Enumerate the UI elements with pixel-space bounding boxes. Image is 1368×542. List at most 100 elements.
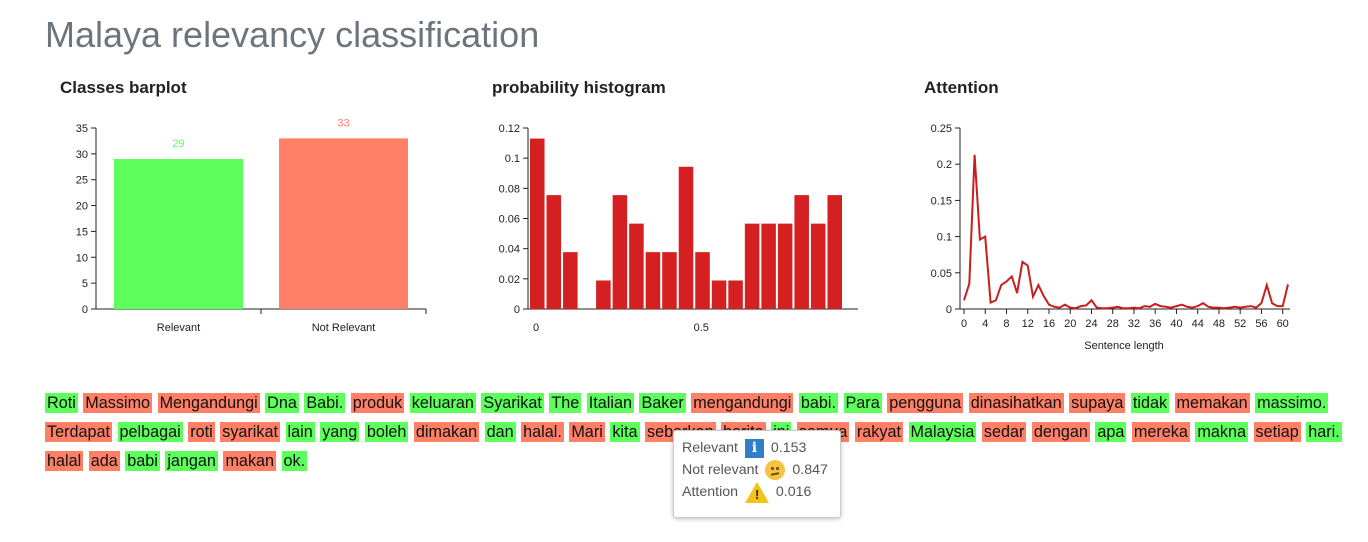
attention-title: Attention — [924, 78, 999, 97]
histogram-bar — [695, 252, 710, 309]
word-token[interactable]: The — [549, 393, 582, 413]
word-token[interactable]: rakyat — [854, 422, 903, 442]
tooltip-attention-label: Attention — [682, 484, 739, 501]
x-category-label: Relevant — [157, 322, 200, 334]
word-token[interactable]: Mari — [569, 422, 605, 442]
word-token[interactable]: Para — [843, 393, 882, 413]
tooltip-attention-value: 0.016 — [775, 484, 812, 501]
word-token[interactable]: makna — [1195, 422, 1248, 442]
tooltip-relevant-label: Relevant — [682, 440, 738, 457]
word-token[interactable]: Baker — [639, 393, 686, 413]
word-token[interactable]: pengguna — [887, 393, 964, 413]
word-token[interactable]: Mengandungi — [157, 393, 260, 413]
word-token[interactable]: kita — [610, 422, 640, 442]
x-tick-label: 16 — [1043, 318, 1055, 330]
x-tick-label: 56 — [1255, 318, 1267, 330]
attention-panel: Attention 0 0.05 0.1 0.15 0.2 0.25 0 4 8 12 16 20 24… — [910, 78, 1330, 368]
word-token[interactable]: lain — [285, 422, 315, 442]
x-tick-label: 0.5 — [694, 322, 709, 334]
barplot-title: Classes barplot — [60, 78, 187, 97]
word-token[interactable]: Babi. — [304, 393, 346, 413]
word-token[interactable]: sedar — [981, 422, 1027, 442]
word-token[interactable]: jangan — [165, 451, 218, 471]
y-tick-label: 20 — [76, 201, 88, 213]
histogram-bar — [596, 280, 611, 309]
histogram-bar — [777, 223, 793, 309]
x-tick-label: 12 — [1022, 318, 1034, 330]
word-token[interactable]: massimo. — [1255, 393, 1329, 413]
word-token[interactable]: babi. — [798, 393, 838, 413]
histogram-bar — [629, 223, 644, 309]
word-token[interactable]: dimakan — [413, 422, 480, 442]
classes-barplot-panel: Classes barplot 0 5 10 15 20 25 30 35 29 Relevant… — [46, 78, 466, 368]
bar — [114, 159, 243, 309]
x-tick-label: 0 — [533, 322, 539, 334]
word-token[interactable]: babi — [125, 451, 160, 471]
word-token[interactable]: Dna — [265, 393, 299, 413]
y-tick-label: 0 — [514, 304, 520, 316]
attention-chart: 00.050.10.150.20.250 4 8 12 16 20 24 28 32 36 40 44… — [931, 123, 1290, 352]
word-token[interactable]: dan — [484, 422, 516, 442]
word-token[interactable]: Massimo — [83, 393, 153, 413]
x-tick-label: 28 — [1107, 318, 1119, 330]
y-tick-label: 0.02 — [499, 274, 520, 286]
histogram-bar — [728, 280, 743, 309]
word-token[interactable]: boleh — [364, 422, 409, 442]
histogram-bar — [563, 252, 578, 309]
classes-barplot: 0 5 10 15 20 25 30 35 29 Relevant 33 Not Relevant — [76, 117, 427, 334]
y-tick-label: 10 — [76, 252, 88, 264]
confused-face-icon — [765, 460, 786, 481]
word-token[interactable]: Syarikat — [481, 393, 544, 413]
word-token[interactable]: apa — [1095, 422, 1127, 442]
word-token[interactable]: pelbagai — [117, 422, 183, 442]
word-token[interactable]: halal — [45, 451, 84, 471]
word-token[interactable]: mereka — [1131, 422, 1190, 442]
histogram-bar — [761, 223, 776, 309]
word-token[interactable]: memakan — [1174, 393, 1250, 413]
x-tick-label: 52 — [1234, 318, 1246, 330]
word-token[interactable]: ok. — [281, 451, 308, 471]
bar-value-label: 29 — [172, 138, 184, 150]
y-tick-label: 0.2 — [937, 159, 952, 171]
probability-histogram: 0 0.02 0.04 0.06 0.08 0.1 0.12 0 0.5 — [499, 123, 858, 334]
word-token[interactable]: Italian — [586, 393, 634, 413]
y-tick-label: 5 — [82, 278, 88, 290]
warning-icon: ! — [744, 481, 769, 503]
word-token[interactable]: tidak — [1130, 393, 1170, 413]
word-token[interactable]: supaya — [1069, 393, 1126, 413]
word-token[interactable]: Terdapat — [45, 422, 112, 442]
word-token[interactable]: dinasihatkan — [968, 393, 1064, 413]
word-token[interactable]: setiap — [1253, 422, 1301, 442]
attention-line — [963, 154, 1289, 310]
word-token[interactable]: roti — [188, 422, 215, 442]
x-tick-label: 32 — [1128, 318, 1140, 330]
y-tick-label: 30 — [76, 149, 88, 161]
tooltip-not-relevant-label: Not relevant — [682, 462, 759, 479]
word-token[interactable]: yang — [320, 422, 360, 442]
bar-value-label: 33 — [337, 117, 349, 129]
word-token[interactable]: ada — [88, 451, 120, 471]
word-token[interactable]: Roti — [45, 393, 78, 413]
word-token[interactable]: halal. — [521, 422, 564, 442]
y-tick-label: 0.25 — [931, 123, 952, 135]
word-token[interactable]: dengan — [1031, 422, 1090, 442]
word-token[interactable]: keluaran — [409, 393, 476, 413]
histogram-bar — [612, 195, 628, 309]
word-token[interactable]: makan — [223, 451, 277, 471]
x-tick-label: 40 — [1170, 318, 1182, 330]
y-tick-label: 0.08 — [499, 183, 520, 195]
word-token[interactable]: produk — [350, 393, 405, 413]
y-tick-label: 0.06 — [499, 214, 520, 226]
y-tick-label: 0.1 — [505, 153, 520, 165]
histogram-bar — [794, 195, 809, 309]
word-token[interactable]: Malaysia — [908, 422, 977, 442]
y-tick-label: 15 — [76, 226, 88, 238]
tooltip-relevant-row: Relevant i 0.153 — [682, 437, 806, 459]
word-token[interactable]: syarikat — [220, 422, 280, 442]
tooltip-not-relevant-row: Not relevant 0.847 — [682, 459, 828, 481]
y-tick-label: 35 — [76, 123, 88, 135]
histogram-bar — [662, 252, 677, 309]
word-token[interactable]: hari. — [1306, 422, 1342, 442]
x-tick-label: 36 — [1149, 318, 1161, 330]
word-token[interactable]: mengandungi — [691, 393, 794, 413]
